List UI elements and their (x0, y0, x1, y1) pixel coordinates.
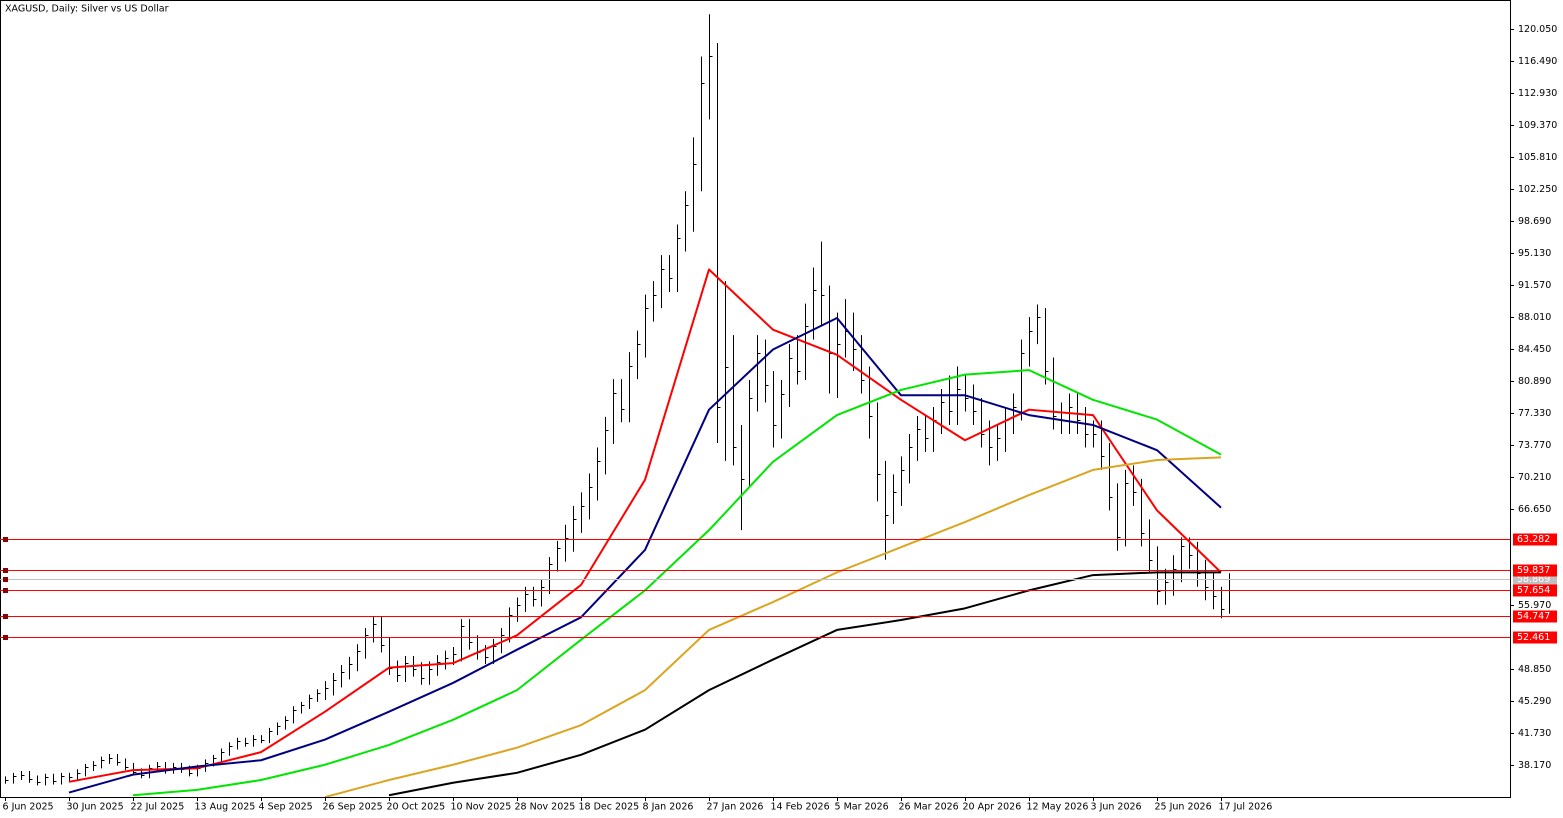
level-label: 58.869 (1517, 574, 1550, 585)
level-label-box (1513, 533, 1557, 546)
x-tick-label: 27 Jan 2026 (707, 802, 764, 813)
x-tick-label: 26 Mar 2026 (899, 802, 959, 813)
chart-title: XAGUSD, Daily: Silver vs US Dollar (5, 4, 169, 15)
x-tick-label: 10 Nov 2025 (451, 802, 512, 813)
x-tick-label: 13 Aug 2025 (195, 802, 256, 813)
level-marker (3, 577, 8, 582)
level-label: 54.747 (1517, 611, 1550, 622)
x-tick-label: 30 Jun 2025 (67, 802, 124, 813)
x-tick-label: 8 Jan 2026 (643, 802, 694, 813)
x-tick-label: 18 Dec 2025 (579, 802, 640, 813)
y-tick-label: 48.850 (1518, 664, 1551, 675)
level-label-box (1513, 631, 1557, 644)
y-tick-label: 66.650 (1518, 504, 1551, 515)
x-tick-label: 26 Sep 2025 (323, 802, 383, 813)
y-tick-label: 112.930 (1518, 88, 1557, 99)
x-tick-label: 20 Apr 2026 (963, 802, 1022, 813)
ma-line (324, 456, 1222, 797)
level-label: 63.282 (1517, 534, 1550, 545)
level-marker (3, 588, 8, 593)
x-tick-label: 3 Jun 2026 (1091, 802, 1142, 813)
level-label: 57.654 (1517, 585, 1550, 596)
x-tick-label: 20 Oct 2025 (387, 802, 446, 813)
level-label-box (1513, 584, 1557, 597)
level-label: 59.837 (1517, 565, 1550, 576)
ma-line (68, 268, 1222, 783)
y-tick-label: 120.050 (1518, 24, 1557, 35)
x-tick-label: 28 Nov 2025 (515, 802, 576, 813)
y-tick-label: 109.370 (1518, 120, 1557, 131)
y-tick-label: 102.250 (1518, 184, 1557, 195)
plot-frame (0, 0, 1511, 798)
y-tick-label: 38.170 (1518, 760, 1551, 771)
y-tick-label: 91.570 (1518, 280, 1551, 291)
level-label-box (1513, 564, 1557, 577)
ma-line (388, 571, 1221, 797)
level-marker (3, 614, 8, 619)
x-tick-label: 4 Sep 2025 (259, 802, 313, 813)
plot-area (5, 14, 1233, 797)
x-tick-label: 14 Feb 2026 (771, 802, 830, 813)
level-marker (3, 537, 8, 542)
ma-line (68, 317, 1222, 794)
y-tick-label: 95.130 (1518, 248, 1551, 259)
y-tick-label: 98.690 (1518, 216, 1551, 227)
x-tick-label: 5 Mar 2026 (835, 802, 889, 813)
y-tick-label: 41.730 (1518, 728, 1551, 739)
y-tick-label: 88.010 (1518, 312, 1551, 323)
x-tick-label: 17 Jul 2026 (1219, 802, 1273, 813)
x-tick-label: 22 Jul 2025 (131, 802, 185, 813)
y-tick-label: 77.330 (1518, 408, 1551, 419)
y-tick-label: 73.770 (1518, 440, 1551, 451)
level-marker (3, 635, 8, 640)
y-tick-label: 84.450 (1518, 344, 1551, 355)
ma-line (132, 369, 1222, 797)
x-tick-label: 12 May 2026 (1027, 802, 1089, 813)
y-tick-label: 45.290 (1518, 696, 1551, 707)
y-tick-label: 55.970 (1518, 600, 1551, 611)
x-tick-label: 6 Jun 2025 (3, 802, 54, 813)
x-tick-label: 25 Jun 2026 (1155, 802, 1212, 813)
y-tick-label: 105.810 (1518, 152, 1557, 163)
y-tick-label: 70.210 (1518, 472, 1551, 483)
level-marker (3, 568, 8, 573)
y-tick-label: 80.890 (1518, 376, 1551, 387)
level-label: 52.461 (1517, 632, 1550, 643)
level-label-box (1513, 610, 1557, 623)
y-tick-label: 116.490 (1518, 56, 1557, 67)
